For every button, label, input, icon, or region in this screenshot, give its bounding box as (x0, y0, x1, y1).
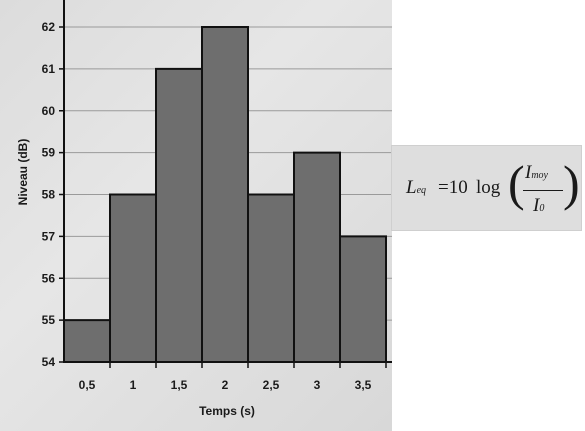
formula-coefficient: =10 (438, 177, 468, 198)
bar-chart: 54 55 56 57 58 59 60 61 62 0,5 1 1,5 2 2,5 3 3,5 Temps… (16, 0, 392, 418)
formula-fraction-bar (523, 190, 563, 191)
formula-log: log (476, 177, 501, 198)
y-tick-label: 60 (42, 104, 56, 118)
y-tick-label: 61 (42, 62, 56, 76)
x-tick-label: 1 (130, 378, 137, 392)
bar (63, 319, 111, 363)
y-tick-label: 57 (42, 229, 56, 243)
x-tick-label: 2 (222, 378, 229, 392)
x-tick-label: 3,5 (355, 378, 372, 392)
bar (109, 193, 157, 363)
x-tick-label: 2,5 (263, 378, 280, 392)
formula-lhs: Leq (406, 177, 427, 198)
y-axis-title: Niveau (dB) (16, 139, 30, 206)
x-tick-label: 1,5 (171, 378, 188, 392)
bar (339, 235, 387, 363)
formula-panel: Leq =10 log ( Imoy I0 ) (391, 145, 582, 231)
bar (247, 193, 295, 363)
x-tick-label: 0,5 (79, 378, 96, 392)
bar (155, 67, 203, 363)
formula-lhs-subscript: eq (416, 185, 427, 196)
chart-panel: 54 55 56 57 58 59 60 61 62 0,5 1 1,5 2 2,5 3 3,5 Temps… (0, 0, 392, 431)
y-tick-label: 62 (42, 20, 56, 34)
x-tick-label: 3 (314, 378, 321, 392)
y-tick-labels: 54 55 56 57 58 59 60 61 62 (42, 20, 56, 369)
y-tick-label: 56 (42, 271, 56, 285)
formula-numerator: Imoy (525, 162, 548, 183)
y-tick-label: 59 (42, 146, 56, 160)
bars (63, 26, 387, 363)
formula-denominator-subscript: 0 (539, 203, 545, 214)
y-tick-label: 58 (42, 188, 56, 202)
formula-paren-right: ) (563, 155, 580, 211)
y-tick-label: 55 (42, 313, 56, 327)
x-axis-title: Temps (s) (199, 404, 255, 418)
formula-numerator-subscript: moy (531, 170, 548, 181)
y-tick-label: 54 (42, 355, 56, 369)
x-tick-labels: 0,5 1 1,5 2 2,5 3 3,5 (79, 378, 372, 392)
formula-denominator: I0 (533, 195, 545, 216)
axes (59, 0, 392, 368)
formula-paren-left: ( (508, 155, 525, 211)
bar (201, 26, 249, 363)
bar (293, 151, 341, 363)
